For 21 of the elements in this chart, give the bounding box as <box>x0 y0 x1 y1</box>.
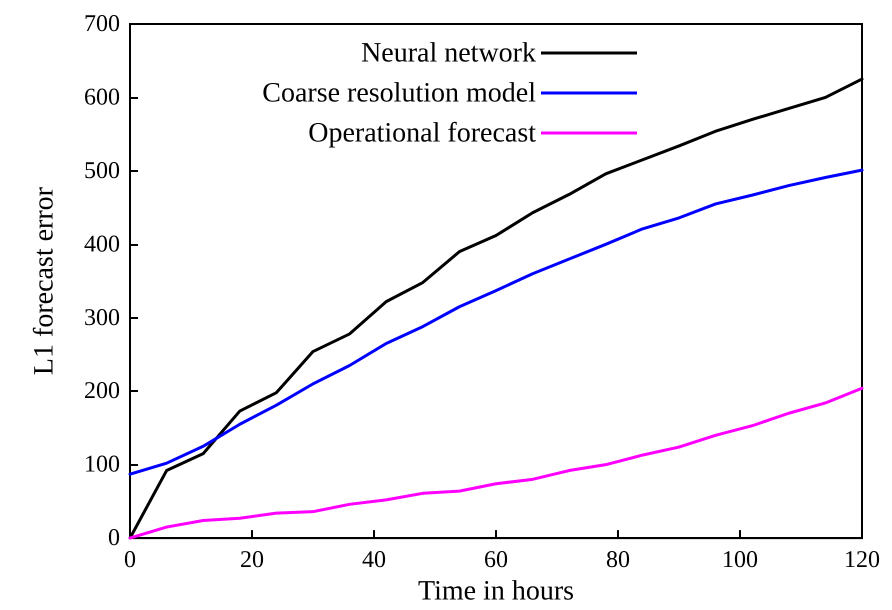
x-tick-label: 20 <box>240 547 264 574</box>
y-axis-title: L1 forecast error <box>28 186 60 376</box>
y-tick-label: 100 <box>84 452 120 478</box>
line-series <box>128 168 864 476</box>
x-tick-label: 60 <box>484 547 508 574</box>
x-axis-title: Time in hours <box>418 576 574 606</box>
x-tick-label: 100 <box>722 547 758 574</box>
x-tick-label: 40 <box>362 547 386 574</box>
x-tick-label: 0 <box>124 547 136 574</box>
legend-label: Operational forecast <box>308 118 536 148</box>
y-tick-label: 600 <box>84 84 120 110</box>
y-tick-label: 500 <box>84 158 120 184</box>
y-tick-label: 200 <box>84 378 120 404</box>
x-tick-label: 80 <box>606 547 630 574</box>
legend-label: Coarse resolution model <box>262 78 536 108</box>
y-tick-label: 300 <box>84 304 120 331</box>
x-tick-label: 120 <box>844 547 880 574</box>
y-tick-label: 0 <box>108 525 120 552</box>
y-tick-label: 700 <box>84 11 120 37</box>
legend-label: Neural network <box>361 38 536 68</box>
y-tick-label: 400 <box>84 231 120 258</box>
